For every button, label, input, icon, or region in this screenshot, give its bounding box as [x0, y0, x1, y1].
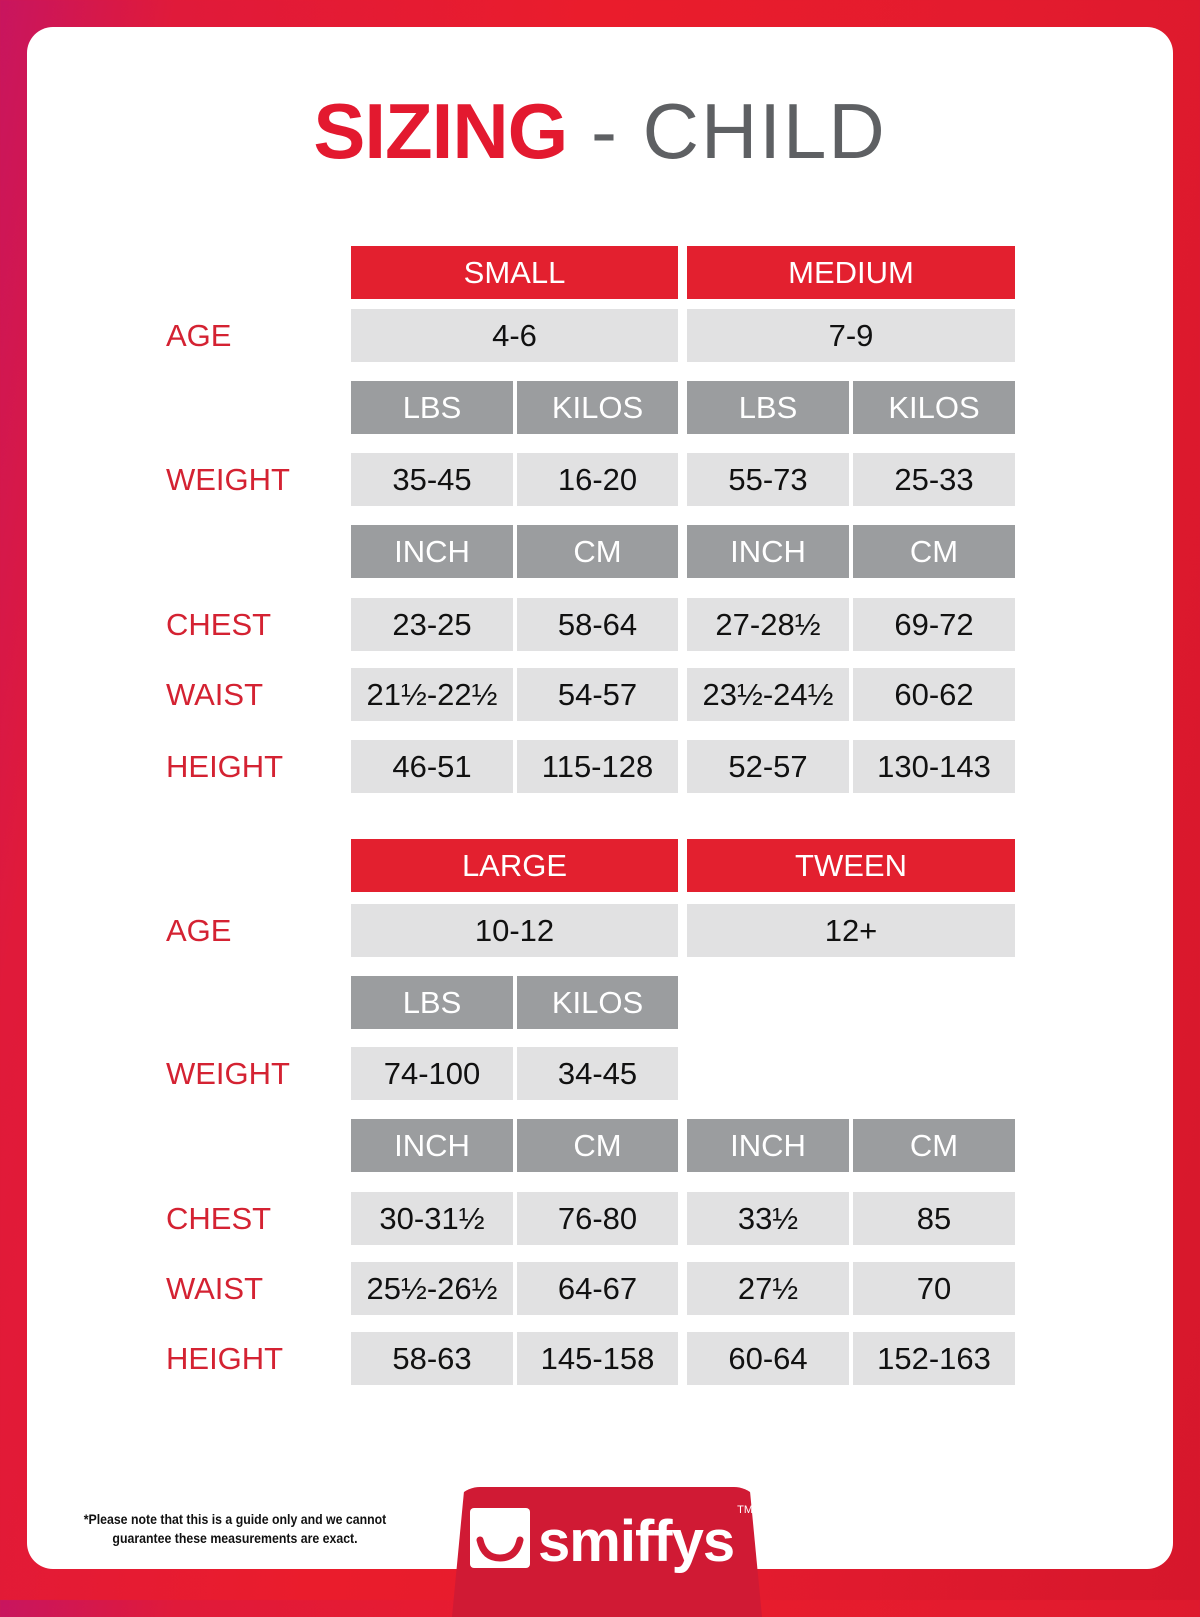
unit-cm: CM	[517, 1119, 678, 1172]
weight-lbs: 35-45	[351, 453, 513, 506]
label-age: AGE	[166, 317, 232, 353]
waist-cm: 70	[853, 1262, 1015, 1315]
height-cm: 145-158	[517, 1332, 678, 1385]
chest-inch: 23-25	[351, 598, 513, 651]
weight-kilos: 16-20	[517, 453, 678, 506]
label-chest: CHEST	[166, 1200, 272, 1236]
height-cm: 130-143	[853, 740, 1015, 793]
height-inch: 60-64	[687, 1332, 849, 1385]
unit-lbs: LBS	[351, 381, 513, 434]
unit-kilos: KILOS	[517, 381, 678, 434]
waist-cm: 54-57	[517, 668, 678, 721]
unit-cm: CM	[853, 1119, 1015, 1172]
chest-cm: 76-80	[517, 1192, 678, 1245]
unit-inch: INCH	[687, 525, 849, 578]
height-inch: 58-63	[351, 1332, 513, 1385]
age-value: 7-9	[687, 309, 1015, 362]
waist-inch: 27½	[687, 1262, 849, 1315]
waist-inch: 21½-22½	[351, 668, 513, 721]
footnote: *Please note that this is a guide only a…	[83, 1511, 387, 1546]
waist-cm: 60-62	[853, 668, 1015, 721]
height-inch: 52-57	[687, 740, 849, 793]
label-weight: WEIGHT	[166, 461, 290, 497]
smile-icon	[470, 1508, 530, 1568]
unit-inch: INCH	[351, 525, 513, 578]
label-waist: WAIST	[166, 676, 264, 712]
label-waist: WAIST	[166, 1270, 264, 1306]
age-value: 10-12	[351, 904, 678, 957]
unit-cm: CM	[517, 525, 678, 578]
trademark: TM	[737, 1504, 753, 1516]
unit-lbs: LBS	[351, 976, 513, 1029]
weight-lbs: 55-73	[687, 453, 849, 506]
unit-cm: CM	[853, 525, 1015, 578]
age-value: 4-6	[351, 309, 678, 362]
chest-inch: 30-31½	[351, 1192, 513, 1245]
chest-inch: 27-28½	[687, 598, 849, 651]
smiffys-logo: smiffys TM	[470, 1504, 753, 1574]
unit-lbs: LBS	[687, 381, 849, 434]
label-height: HEIGHT	[166, 1340, 284, 1376]
weight-kilos: 34-45	[517, 1047, 678, 1100]
title-light: - CHILD	[567, 87, 887, 175]
chest-cm: 85	[853, 1192, 1015, 1245]
height-cm: 115-128	[517, 740, 678, 793]
unit-kilos: KILOS	[517, 976, 678, 1029]
waist-inch: 23½-24½	[687, 668, 849, 721]
chest-inch: 33½	[687, 1192, 849, 1245]
label-weight: WEIGHT	[166, 1055, 290, 1091]
height-cm: 152-163	[853, 1332, 1015, 1385]
height-inch: 46-51	[351, 740, 513, 793]
unit-kilos: KILOS	[853, 381, 1015, 434]
chest-cm: 58-64	[517, 598, 678, 651]
age-value: 12+	[687, 904, 1015, 957]
waist-cm: 64-67	[517, 1262, 678, 1315]
brand-name: smiffys	[538, 1509, 735, 1574]
page-title: SIZING - CHILD	[0, 86, 1200, 176]
label-chest: CHEST	[166, 606, 272, 642]
size-header: MEDIUM	[687, 246, 1015, 299]
unit-inch: INCH	[687, 1119, 849, 1172]
chest-cm: 69-72	[853, 598, 1015, 651]
label-height: HEIGHT	[166, 748, 284, 784]
size-header: LARGE	[351, 839, 678, 892]
size-header: SMALL	[351, 246, 678, 299]
size-header: TWEEN	[687, 839, 1015, 892]
weight-lbs: 74-100	[351, 1047, 513, 1100]
weight-kilos: 25-33	[853, 453, 1015, 506]
waist-inch: 25½-26½	[351, 1262, 513, 1315]
title-bold: SIZING	[313, 87, 568, 175]
unit-inch: INCH	[351, 1119, 513, 1172]
label-age: AGE	[166, 912, 232, 948]
